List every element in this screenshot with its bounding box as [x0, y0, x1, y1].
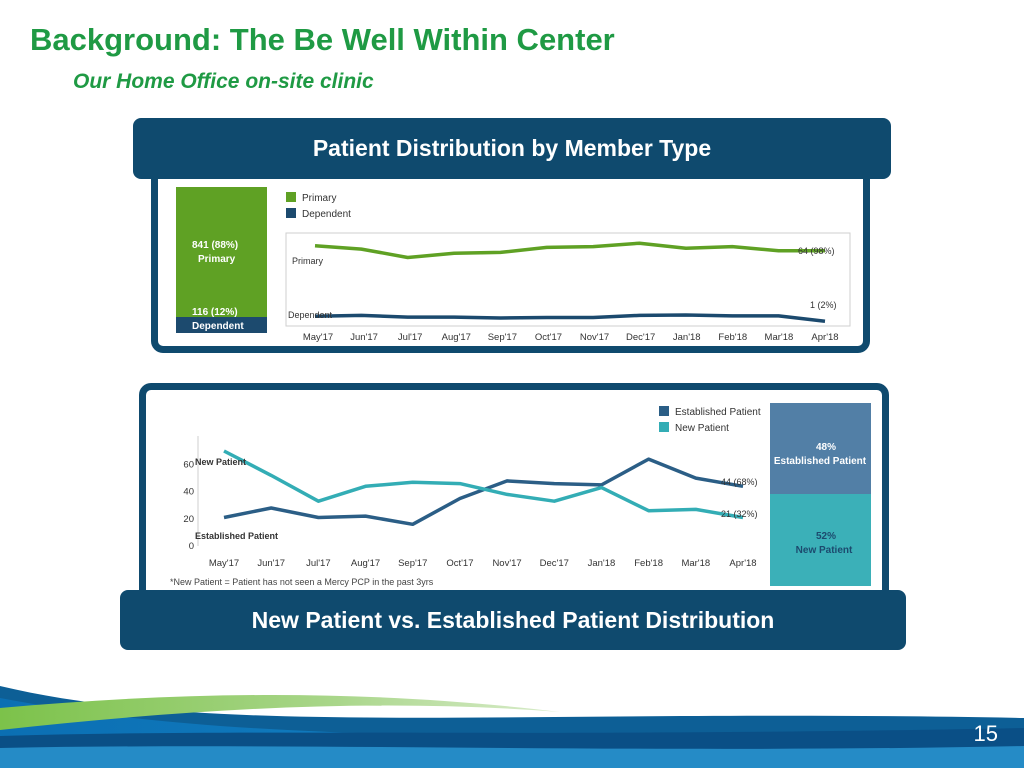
- c2-x-tick-4: Sep'17: [398, 558, 427, 569]
- c2-y-tick-2: 40: [183, 487, 194, 498]
- legend-dependent-swatch: [286, 208, 296, 218]
- slide-subtitle: Our Home Office on-site clinic: [73, 70, 374, 93]
- new-patient-start-label: New Patient: [195, 457, 246, 467]
- c1-x-tick-6: Nov'17: [580, 332, 609, 343]
- new-patient-share-name: New Patient: [796, 545, 853, 556]
- established-share-pct: 48%: [816, 442, 836, 453]
- new-patient-end-label: 21 (32%): [721, 509, 758, 519]
- c2-y-tick-1: 20: [183, 514, 194, 525]
- legend-new-swatch: [659, 422, 669, 432]
- page-number: 15: [973, 721, 998, 746]
- dependent-share-bar: [176, 317, 267, 333]
- c1-x-tick-2: Jul'17: [398, 332, 423, 343]
- new-patient-share-pct: 52%: [816, 531, 836, 542]
- legend-dependent: Dependent: [302, 209, 351, 220]
- primary-share-value: 841 (88%): [192, 240, 238, 251]
- c2-x-tick-8: Jan'18: [588, 558, 616, 569]
- c2-x-tick-2: Jul'17: [306, 558, 331, 569]
- footer-wave-decoration: [0, 686, 1024, 768]
- member-type-chart: 841 (88%) Primary 116 (12%) Dependent Pr…: [176, 187, 851, 343]
- c2-x-tick-7: Dec'17: [540, 558, 569, 569]
- c1-x-tick-10: Mar'18: [765, 332, 794, 343]
- member-type-chart-frame: 841 (88%) Primary 116 (12%) Dependent Pr…: [151, 165, 870, 353]
- new-vs-established-banner: New Patient vs. Established Patient Dist…: [120, 590, 906, 650]
- c1-x-tick-7: Dec'17: [626, 332, 655, 343]
- primary-start-label: Primary: [292, 256, 323, 266]
- c2-x-tick-0: May'17: [209, 558, 239, 569]
- c2-x-tick-1: Jun'17: [257, 558, 285, 569]
- legend-established: Established Patient: [675, 407, 761, 418]
- footnote: *New Patient = Patient has not seen a Me…: [170, 577, 434, 587]
- established-start-label: Established Patient: [195, 531, 278, 541]
- c2-x-tick-10: Mar'18: [681, 558, 710, 569]
- primary-share-bar: [176, 187, 267, 317]
- dependent-series-line: [314, 313, 826, 324]
- c2-x-tick-11: Apr'18: [729, 558, 756, 569]
- c1-x-tick-9: Feb'18: [718, 332, 747, 343]
- new-vs-established-chart-frame: Established Patient New Patient 0 20 40 60 …: [139, 383, 889, 603]
- c2-x-tick-9: Feb'18: [634, 558, 663, 569]
- member-type-banner: Patient Distribution by Member Type: [133, 118, 891, 179]
- dependent-start-label: Dependent: [288, 310, 333, 320]
- c2-y-tick-0: 0: [189, 541, 194, 552]
- established-end-label: 44 (68%): [721, 477, 758, 487]
- primary-end-label: 64 (98%): [798, 246, 835, 256]
- c1-x-tick-0: May'17: [303, 332, 333, 343]
- c1-x-tick-3: Aug'17: [442, 332, 471, 343]
- plot-area-1: [285, 232, 851, 327]
- legend-established-swatch: [659, 406, 669, 416]
- dependent-end-label: 1 (2%): [810, 300, 837, 310]
- c2-x-tick-3: Aug'17: [351, 558, 380, 569]
- new-patient-series-line: [223, 449, 744, 520]
- c1-x-tick-1: Jun'17: [350, 332, 378, 343]
- legend-primary: Primary: [302, 193, 336, 204]
- established-share-bar: [770, 403, 871, 494]
- primary-share-name: Primary: [198, 254, 236, 265]
- dependent-share-name: Dependent: [192, 321, 244, 332]
- new-patient-share-bar: [770, 494, 871, 586]
- new-vs-established-chart: Established Patient New Patient 0204060 …: [170, 403, 871, 587]
- c2-x-tick-5: Oct'17: [446, 558, 473, 569]
- primary-series-line: [314, 241, 825, 260]
- dependent-share-value: 116 (12%): [192, 307, 238, 318]
- established-share-name: Established Patient: [774, 456, 867, 467]
- slide-title: Background: The Be Well Within Center: [30, 22, 615, 57]
- c2-y-tick-3: 60: [183, 460, 194, 471]
- c2-x-tick-6: Nov'17: [492, 558, 521, 569]
- c1-x-tick-8: Jan'18: [673, 332, 701, 343]
- c1-x-tick-5: Oct'17: [535, 332, 562, 343]
- legend-new: New Patient: [675, 423, 729, 434]
- legend-primary-swatch: [286, 192, 296, 202]
- c1-x-tick-11: Apr'18: [811, 332, 838, 343]
- c1-x-tick-4: Sep'17: [488, 332, 517, 343]
